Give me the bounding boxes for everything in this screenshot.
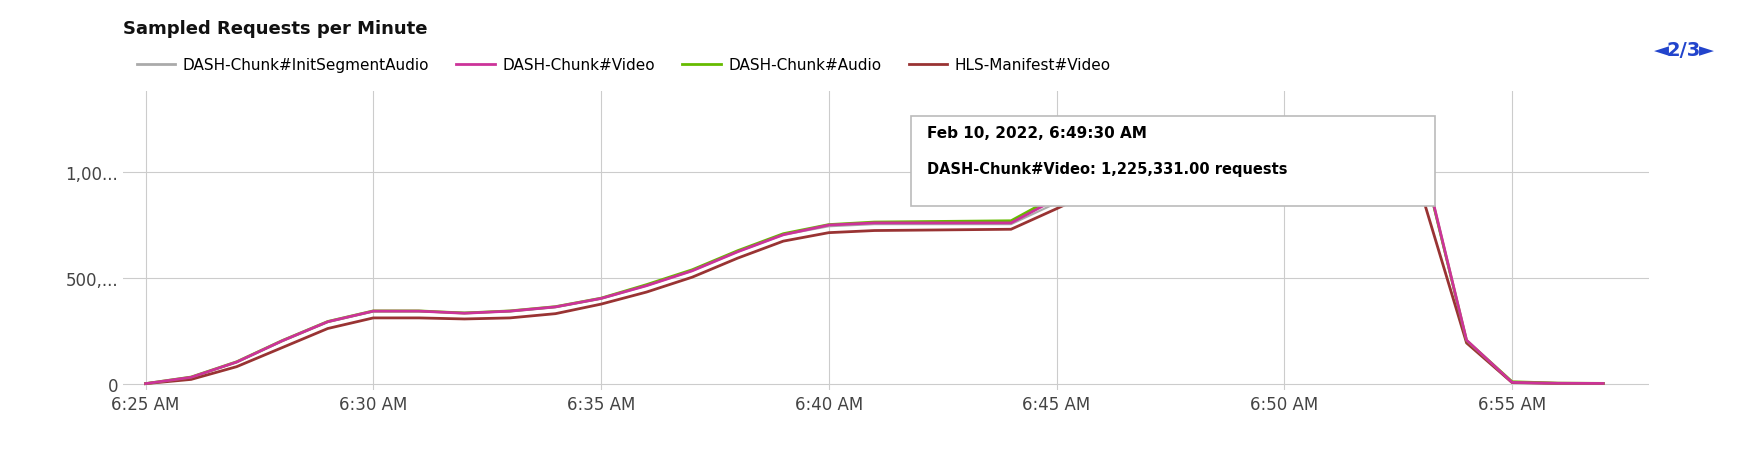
Text: Feb 10, 2022, 6:49:30 AM: Feb 10, 2022, 6:49:30 AM (926, 126, 1147, 141)
Text: DASH-Chunk#Video: 1,225,331.00 requests: DASH-Chunk#Video: 1,225,331.00 requests (926, 162, 1287, 177)
Text: ►: ► (1700, 41, 1714, 60)
FancyBboxPatch shape (910, 117, 1435, 206)
Legend: DASH-Chunk#InitSegmentAudio, DASH-Chunk#Video, DASH-Chunk#Audio, HLS-Manifest#Vi: DASH-Chunk#InitSegmentAudio, DASH-Chunk#… (130, 52, 1117, 79)
Text: ◄: ◄ (1654, 41, 1668, 60)
Text: Sampled Requests per Minute: Sampled Requests per Minute (123, 20, 428, 38)
Text: 2/3: 2/3 (1666, 41, 1701, 60)
